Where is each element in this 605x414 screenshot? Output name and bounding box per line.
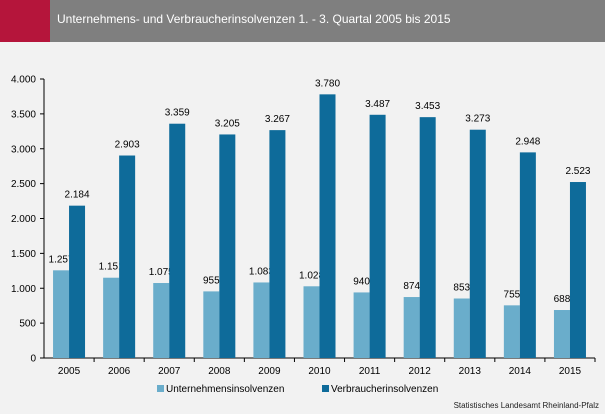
x-tick-label: 2014 <box>509 366 532 377</box>
x-tick-label: 2007 <box>158 366 181 377</box>
data-label-unternehmen: 853 <box>453 283 470 294</box>
data-label-unternehmen: 955 <box>203 275 220 286</box>
bar-verbraucher <box>169 123 186 358</box>
data-label-unternehmen: 874 <box>403 281 420 292</box>
bar-verbraucher <box>569 182 586 358</box>
bar-verbraucher <box>219 134 236 358</box>
bar-verbraucher <box>519 152 536 358</box>
data-label-unternehmen: 1.257 <box>49 254 74 265</box>
x-tick-label: 2009 <box>258 366 281 377</box>
bar-unternehmen <box>353 292 370 358</box>
bar-verbraucher <box>69 205 86 358</box>
y-tick-label: 0 <box>30 354 36 365</box>
data-label-verbraucher: 3.267 <box>265 114 290 125</box>
data-label-verbraucher: 3.359 <box>165 108 190 119</box>
header-bar: Unternehmens- und Verbraucherinsolvenzen… <box>0 0 605 42</box>
legend-swatch <box>322 385 329 392</box>
data-label-unternehmen: 1.028 <box>299 270 324 281</box>
bar-verbraucher <box>269 130 286 358</box>
chart-title: Unternehmens- und Verbraucherinsolvenzen… <box>57 12 451 26</box>
bar-unternehmen <box>103 277 120 358</box>
bar-unternehmen <box>453 298 470 358</box>
y-tick-label: 3.500 <box>11 109 36 120</box>
bar-unternehmen <box>553 310 570 358</box>
bar-verbraucher <box>319 94 336 358</box>
bar-unternehmen <box>203 291 220 358</box>
bar-unternehmen <box>503 305 520 358</box>
data-label-unternehmen: 755 <box>504 289 521 300</box>
bar-unternehmen <box>303 286 320 358</box>
data-label-verbraucher: 3.453 <box>415 101 440 112</box>
data-label-unternehmen: 1.075 <box>149 267 174 278</box>
data-label-verbraucher: 3.780 <box>315 78 340 89</box>
data-label-unternehmen: 688 <box>554 294 571 305</box>
legend-label: Unternehmensinsolvenzen <box>166 384 284 395</box>
x-tick-label: 2012 <box>409 366 432 377</box>
x-tick-label: 2008 <box>208 366 231 377</box>
x-tick-label: 2011 <box>359 366 381 377</box>
y-tick-label: 1.000 <box>11 284 36 295</box>
y-tick-label: 4.000 <box>11 75 36 86</box>
legend-swatch <box>157 385 164 392</box>
data-label-unternehmen: 940 <box>353 276 370 287</box>
bar-chart: 0 500 1.000 1.500 2.000 2.500 3.000 3.500 4.000 2… <box>11 75 596 395</box>
data-label-unternehmen: 1.151 <box>99 262 124 273</box>
y-tick-label: 2.000 <box>11 214 36 225</box>
x-tick-label: 2005 <box>58 366 81 377</box>
bar-unternehmen <box>403 297 420 358</box>
bar-verbraucher <box>469 129 486 358</box>
x-tick-label: 2006 <box>108 366 131 377</box>
data-label-verbraucher: 2.903 <box>115 140 140 151</box>
source-note: Statistisches Landesamt Rheinland-Pfalz <box>453 401 599 410</box>
data-label-verbraucher: 3.205 <box>215 118 240 129</box>
header-accent <box>0 0 50 42</box>
x-tick-label: 2013 <box>459 366 482 377</box>
legend-label: Verbraucherinsolvenzen <box>331 384 438 395</box>
bar-unternehmen <box>153 283 170 358</box>
x-tick-label: 2015 <box>559 366 582 377</box>
data-label-verbraucher: 3.487 <box>365 99 390 110</box>
y-tick-label: 2.500 <box>11 179 36 190</box>
data-label-unternehmen: 1.083 <box>249 266 274 277</box>
y-tick-label: 1.500 <box>11 249 36 260</box>
data-label-verbraucher: 3.273 <box>465 114 490 125</box>
y-tick-label: 500 <box>19 319 36 330</box>
data-label-verbraucher: 2.184 <box>65 190 90 201</box>
bar-unternehmen <box>253 282 270 358</box>
y-tick-label: 3.000 <box>11 144 36 155</box>
bar-unternehmen <box>53 270 70 358</box>
data-label-verbraucher: 2.948 <box>515 136 540 147</box>
data-label-verbraucher: 2.523 <box>565 166 590 177</box>
bar-verbraucher <box>419 117 436 358</box>
bar-verbraucher <box>119 155 136 358</box>
x-tick-label: 2010 <box>308 366 331 377</box>
bar-verbraucher <box>369 114 386 358</box>
